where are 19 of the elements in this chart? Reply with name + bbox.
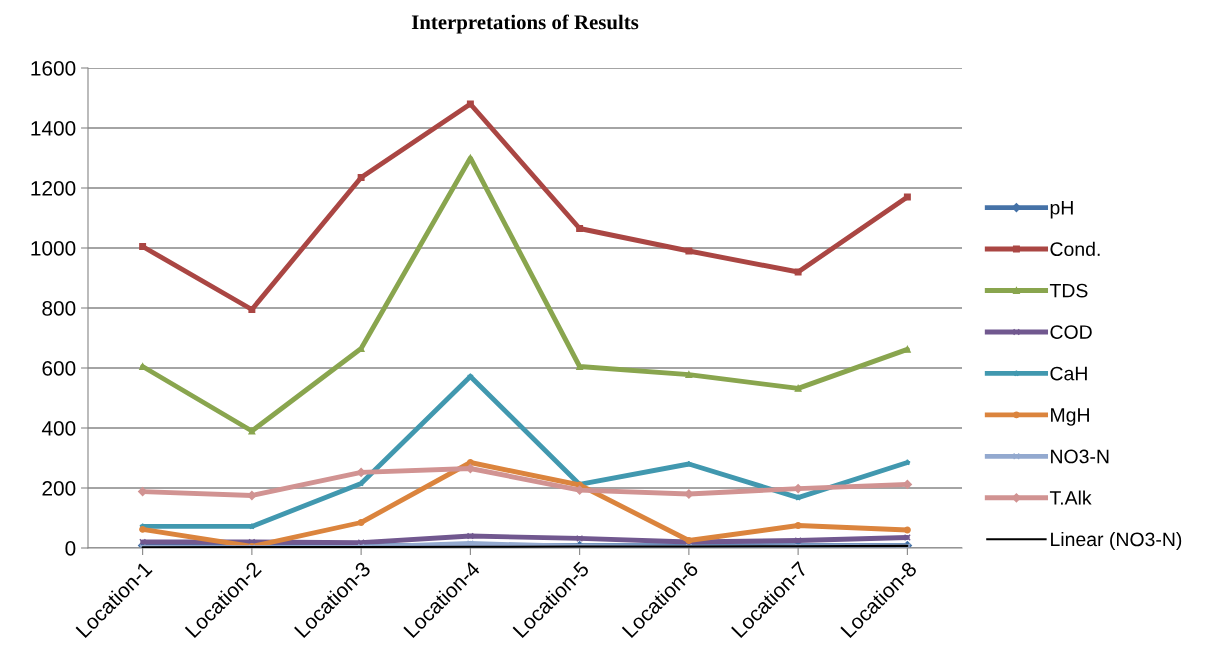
y-tick-label: 0: [65, 541, 76, 556]
legend-label: Linear (NO3-N): [1051, 531, 1182, 551]
chart-title: Interpretations of Results: [411, 14, 639, 34]
y-tick-label: 1400: [31, 121, 76, 136]
legend-label: COD: [1050, 325, 1092, 339]
y-tick-label: 1600: [31, 61, 76, 76]
legend-label: T.Alk: [1049, 490, 1092, 505]
legend-label: CaH: [1050, 366, 1087, 381]
legend-label: pH: [1050, 201, 1073, 219]
legend-label: NO3-N: [1051, 449, 1109, 464]
legend-label: TDS: [1049, 283, 1088, 298]
y-tick-label: 200: [42, 481, 76, 496]
y-tick-label: 400: [41, 421, 76, 436]
y-tick-label: 1200: [31, 181, 76, 196]
y-tick-label: 1000: [31, 241, 76, 256]
legend-label: Cond.: [1050, 241, 1100, 257]
y-tick-label: 800: [42, 301, 76, 316]
y-tick-label: 600: [42, 361, 76, 376]
legend-label: MgH: [1051, 408, 1089, 426]
